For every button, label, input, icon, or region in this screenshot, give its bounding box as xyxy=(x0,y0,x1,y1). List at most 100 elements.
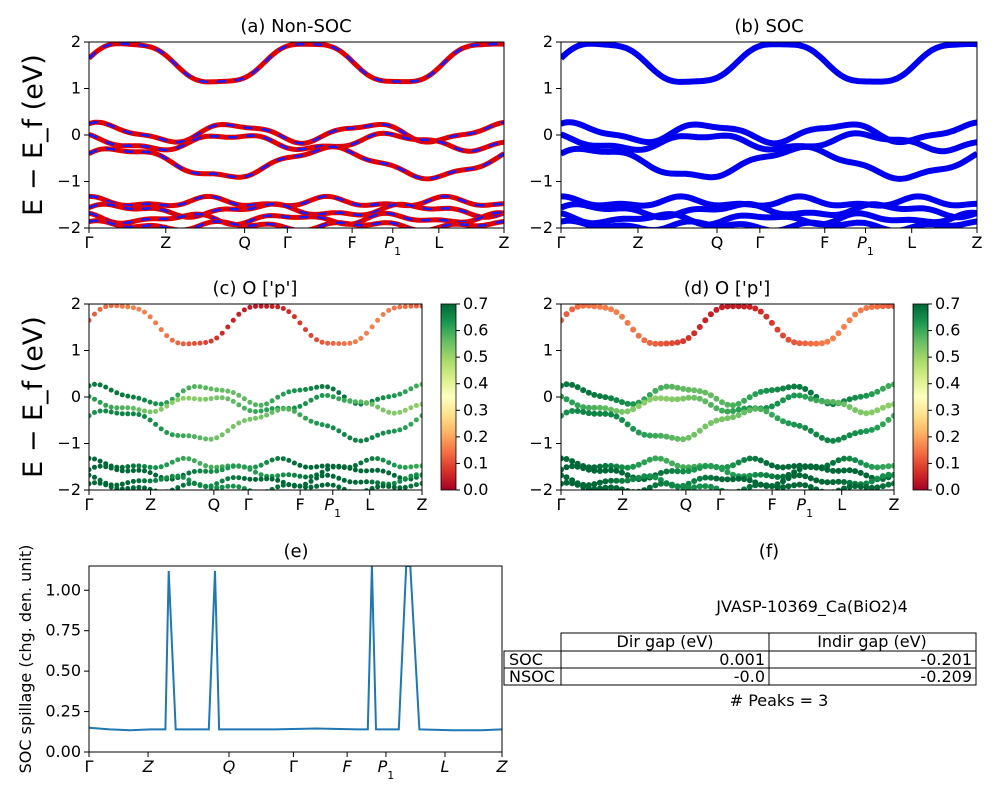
band-point xyxy=(785,384,792,391)
band-point xyxy=(624,464,631,471)
band-point xyxy=(780,484,786,490)
band-point xyxy=(857,409,864,416)
band-point xyxy=(402,425,408,431)
band-point xyxy=(375,317,381,323)
band-point xyxy=(585,466,592,473)
band-point xyxy=(802,482,809,489)
band-point xyxy=(646,392,653,398)
band-point xyxy=(874,484,881,490)
band-point xyxy=(325,340,331,346)
band-point xyxy=(735,412,742,419)
band-point xyxy=(802,424,809,431)
band-point xyxy=(891,480,894,487)
band-point xyxy=(169,473,175,479)
band-point xyxy=(613,309,620,316)
band-point xyxy=(835,436,842,443)
band-point xyxy=(724,304,731,310)
x-tick-label: L xyxy=(441,757,450,776)
band-point xyxy=(563,464,570,471)
band-point xyxy=(641,399,648,406)
band-point xyxy=(824,437,831,444)
band-point xyxy=(752,455,759,462)
band-point xyxy=(874,424,881,431)
band-point xyxy=(719,487,725,490)
band-point xyxy=(347,340,353,346)
band-point xyxy=(236,420,242,426)
band-point xyxy=(375,432,381,438)
band-point xyxy=(791,463,798,470)
x-tick-label: Z xyxy=(160,233,171,252)
band-point xyxy=(375,456,381,462)
band-point xyxy=(325,423,331,429)
band-point xyxy=(291,482,297,488)
band-point xyxy=(646,432,653,439)
y-tick-label: −1 xyxy=(57,172,81,191)
band-point xyxy=(791,472,798,479)
band-point xyxy=(380,430,386,436)
band-point xyxy=(286,389,292,395)
band-point xyxy=(413,383,419,389)
x-tick-label: Q xyxy=(208,495,221,514)
band-point xyxy=(303,474,308,480)
band-point xyxy=(735,475,742,482)
band-point xyxy=(164,462,170,468)
band-point xyxy=(641,459,648,466)
band-point xyxy=(336,475,342,481)
band-point xyxy=(330,394,336,400)
band-point xyxy=(408,304,414,309)
band-point xyxy=(574,408,581,414)
band-point xyxy=(314,483,320,489)
band-point xyxy=(352,437,358,443)
band-point xyxy=(158,406,164,412)
band-point xyxy=(602,478,609,485)
band-point xyxy=(724,401,731,408)
band-point xyxy=(208,484,214,490)
band-point xyxy=(142,485,147,490)
band-point xyxy=(314,420,320,426)
band-point xyxy=(391,462,397,468)
band-point xyxy=(352,399,358,405)
y-tick-label: 1 xyxy=(71,79,81,98)
y-tick-label: 2 xyxy=(71,32,81,51)
band-point xyxy=(186,477,192,483)
band-point xyxy=(153,472,159,478)
panel-d-colorbar-ticks: 0.0 0.1 0.2 0.3 0.4 0.5 0.6 0.7 xyxy=(928,294,960,499)
band-point xyxy=(391,480,397,486)
band-point xyxy=(580,404,587,411)
colorbar-tick-label: 0.5 xyxy=(463,347,488,366)
x-tick-label: Z xyxy=(617,495,628,514)
band-point xyxy=(807,340,814,347)
band-point xyxy=(596,485,603,490)
band-point xyxy=(596,393,603,400)
band-point xyxy=(852,483,859,490)
band-point xyxy=(275,304,281,310)
band-point xyxy=(702,483,709,490)
table: Dir gap (eV) Indir gap (eV) SOC 0.001 -0… xyxy=(503,632,977,686)
band-point xyxy=(308,418,314,424)
band-point xyxy=(569,408,576,414)
band-point xyxy=(280,391,286,397)
x-tick-label: F xyxy=(348,233,357,252)
band-point xyxy=(591,410,598,417)
band-point xyxy=(824,466,831,473)
band-point xyxy=(419,413,422,419)
band-point xyxy=(830,479,836,486)
band-point xyxy=(186,341,192,347)
band-point xyxy=(208,338,214,344)
band-point xyxy=(386,394,392,400)
band-point xyxy=(619,477,625,484)
band-point xyxy=(857,429,864,435)
band-point xyxy=(561,472,564,479)
band-point xyxy=(674,435,681,442)
panel-a: (a) Non-SOC E − E_f (eV) −2 −1 0 1 2 Γ Z Q Γ F P1 L… xyxy=(18,16,510,258)
y-tick-label: 1.00 xyxy=(45,580,81,599)
band-point xyxy=(108,404,114,410)
band-point xyxy=(780,418,786,425)
panel-e-spillage-line xyxy=(89,566,502,732)
band-point xyxy=(635,403,642,410)
band-point xyxy=(247,304,253,310)
band-point xyxy=(264,407,270,413)
panel-f-subtitle: JVASP-10369_Ca(BiO2)4 xyxy=(715,597,908,617)
band-point xyxy=(130,394,136,400)
band-point xyxy=(408,405,414,411)
